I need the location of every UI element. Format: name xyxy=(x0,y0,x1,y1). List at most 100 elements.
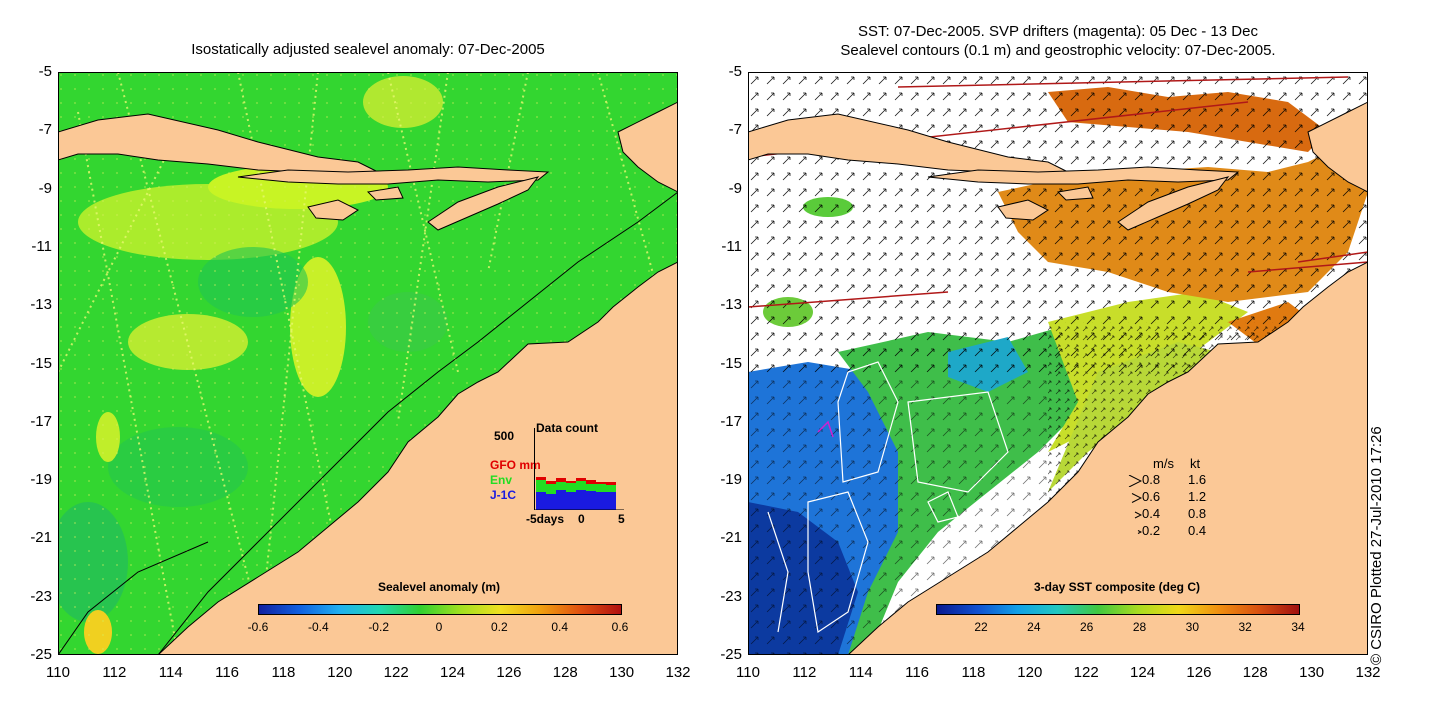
inset-xtick-zero: 0 xyxy=(578,512,585,526)
y-axis-label: -5 xyxy=(38,63,52,80)
count-bar xyxy=(606,490,616,510)
velocity-legend-kt: 1.6 xyxy=(1188,472,1207,487)
x-axis-label: 120 xyxy=(327,664,353,681)
colorbar-tick-label: 28 xyxy=(1132,620,1147,634)
colorbar-tick-label: 0 xyxy=(435,620,443,634)
x-axis-label: 116 xyxy=(215,664,240,681)
data-count-bars xyxy=(534,428,624,510)
land-australia xyxy=(157,261,678,655)
x-axis-label: 128 xyxy=(552,664,578,681)
colorbar-tick-label: 24 xyxy=(1027,620,1041,634)
x-axis-label: 114 xyxy=(158,664,183,681)
colorbar-tick-label: 0.4 xyxy=(551,620,568,634)
x-axis-label: 126 xyxy=(1186,664,1212,681)
y-axis-label: -17 xyxy=(30,412,52,430)
colorbar-tick-label: 26 xyxy=(1079,620,1094,634)
y-axis-label: -7 xyxy=(38,121,52,139)
count-bar xyxy=(556,488,566,510)
land-northeast xyxy=(617,101,678,193)
land-nusa-tenggara xyxy=(237,166,550,185)
y-axis-label: -25 xyxy=(720,646,742,663)
land-sumba xyxy=(307,199,359,221)
x-axis-label: 124 xyxy=(1130,664,1156,681)
velocity-legend-ms: 0.8 xyxy=(1142,472,1161,487)
velocity-arrow-icon xyxy=(1131,492,1143,507)
velocity-arrow-icon xyxy=(1137,526,1143,541)
y-axis-label: -9 xyxy=(728,179,742,197)
velocity-arrow-icon xyxy=(1134,509,1143,524)
sealevel-colorbar xyxy=(258,604,622,615)
y-axis-label: -21 xyxy=(30,529,52,547)
land-australia xyxy=(847,261,1368,655)
inset-xtick-end: 5 xyxy=(618,512,625,526)
velocity-legend-kt-header: kt xyxy=(1190,456,1201,471)
velocity-legend-ms: 0.6 xyxy=(1142,489,1161,504)
land-islet xyxy=(1056,186,1094,201)
x-axis-label: 118 xyxy=(961,664,986,681)
land-timor xyxy=(427,176,540,231)
velocity-arrow-icon xyxy=(1128,474,1143,490)
y-axis-label: -9 xyxy=(38,179,52,197)
x-axis-label: 116 xyxy=(905,664,930,681)
y-axis-label: -25 xyxy=(30,646,52,663)
velocity-legend-kt: 1.2 xyxy=(1188,489,1207,504)
x-axis-label: 112 xyxy=(792,664,817,681)
y-axis-label: -7 xyxy=(728,121,742,139)
left-colorbar-title: Sealevel anomaly (m) xyxy=(377,580,501,594)
x-axis-label: 118 xyxy=(271,664,296,681)
count-bar xyxy=(566,490,576,510)
y-axis-label: -19 xyxy=(720,471,742,489)
colorbar-tick-label: -0.6 xyxy=(247,620,269,634)
x-axis-label: 122 xyxy=(383,664,409,681)
inset-series-gfo: GFO mm xyxy=(490,458,541,472)
x-axis-label: 110 xyxy=(736,664,760,681)
sst-map xyxy=(748,72,1368,655)
colorbar-tick-label: 30 xyxy=(1185,620,1199,634)
y-axis-label: -11 xyxy=(721,237,742,255)
colorbar-tick-label: 22 xyxy=(974,620,988,634)
velocity-legend-kt: 0.4 xyxy=(1188,523,1207,538)
x-axis-label: 126 xyxy=(496,664,522,681)
right-colorbar-title: 3-day SST composite (deg C) xyxy=(1033,580,1201,594)
count-bar xyxy=(596,490,606,510)
velocity-legend-kt: 0.8 xyxy=(1188,506,1207,521)
x-axis-label: 120 xyxy=(1017,664,1043,681)
y-axis-label: -17 xyxy=(720,412,742,430)
y-axis-label: -15 xyxy=(720,354,742,372)
x-axis-label: 132 xyxy=(665,664,691,681)
count-bar xyxy=(546,492,556,510)
left-map-title: Isostatically adjusted sealevel anomaly:… xyxy=(191,41,545,58)
velocity-legend-ms: 0.2 xyxy=(1142,523,1161,538)
y-axis-label: -13 xyxy=(30,296,52,314)
colorbar-tick-label: 32 xyxy=(1238,620,1252,634)
count-bar xyxy=(576,488,586,510)
colorbar-tick-label: -0.4 xyxy=(307,620,329,634)
y-axis-label: -11 xyxy=(31,237,52,255)
y-axis-label: -15 xyxy=(30,354,52,372)
x-axis-label: 114 xyxy=(848,664,873,681)
x-axis-label: 112 xyxy=(102,664,127,681)
land-northeast xyxy=(1307,101,1368,193)
colorbar-tick-label: 34 xyxy=(1291,620,1305,634)
y-axis-label: -13 xyxy=(720,296,742,314)
inset-title: Data count xyxy=(536,421,599,435)
inset-xtick-start: -5days xyxy=(526,512,565,526)
y-axis-label: -23 xyxy=(720,587,742,605)
x-axis-label: 128 xyxy=(1242,664,1268,681)
x-axis-label: 130 xyxy=(609,664,635,681)
y-axis-label: -21 xyxy=(720,529,742,547)
right-map-title-line1: SST: 07-Dec-2005. SVP drifters (magenta)… xyxy=(858,23,1258,40)
inset-series-env: Env xyxy=(490,473,513,487)
right-map-title-line2: Sealevel contours (0.1 m) and geostrophi… xyxy=(840,42,1276,59)
inset-series-j1c: J-1C xyxy=(490,488,517,502)
y-axis-label: -19 xyxy=(30,471,52,489)
inset-ymax-label: 500 xyxy=(494,429,515,443)
x-axis-label: 132 xyxy=(1355,664,1381,681)
colorbar-tick-label: -0.2 xyxy=(368,620,389,634)
sst-colorbar xyxy=(936,604,1300,615)
colorbar-tick-label: 0.2 xyxy=(490,620,508,634)
land-nusa-tenggara xyxy=(927,166,1240,185)
land-islet xyxy=(366,186,404,201)
land-timor xyxy=(1117,176,1230,231)
x-axis-label: 110 xyxy=(46,664,70,681)
